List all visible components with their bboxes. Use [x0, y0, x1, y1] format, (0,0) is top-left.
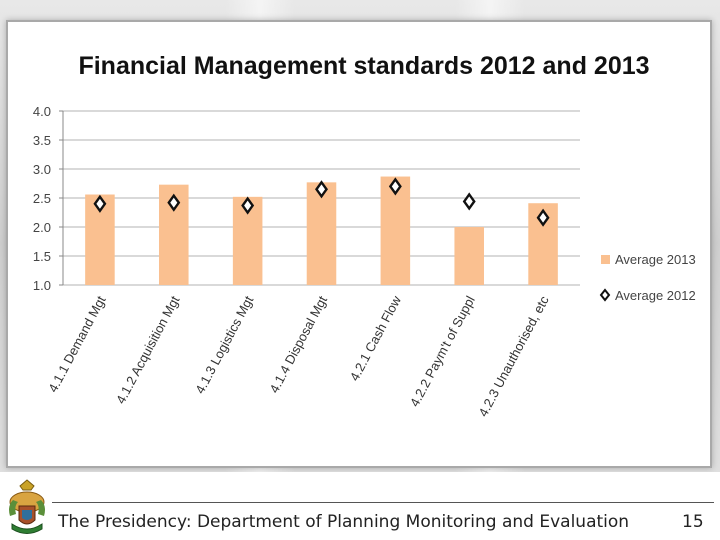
legend-label-2012: Average 2012 — [615, 288, 696, 303]
y-tick-label: 3.5 — [33, 133, 51, 148]
footer-divider — [52, 502, 714, 503]
slide-footer: The Presidency: Department of Planning M… — [0, 472, 720, 540]
y-tick-label: 2.5 — [33, 191, 51, 206]
x-category-label: 4.1.4 Disposal Mgt — [266, 293, 330, 395]
x-category-label: 4.2.1 Cash Flow — [347, 293, 405, 384]
marker-average-2012 — [462, 192, 476, 211]
page-number: 15 — [682, 512, 704, 532]
bar-average-2013 — [306, 182, 337, 285]
marker-average-2012 — [388, 177, 402, 196]
coat-of-arms-icon — [9, 479, 45, 534]
y-tick-label: 1.0 — [33, 278, 51, 293]
x-category-label: 4.2.3 Unauthorised, etc — [475, 293, 552, 419]
x-axis-categories: 4.1.1 Demand Mgt 4.1.2 Acquisition Mgt 4.1… — [45, 293, 552, 419]
x-category-label: 4.1.2 Acquisition Mgt — [113, 293, 183, 406]
legend-swatch-2013 — [601, 255, 610, 264]
marker-average-2012 — [93, 194, 107, 213]
footer-department-text: The Presidency: Department of Planning M… — [58, 512, 630, 532]
x-category-label: 4.1.1 Demand Mgt — [45, 293, 109, 395]
y-tick-label: 2.0 — [33, 220, 51, 235]
x-category-label: 4.2.2 Paym't of Suppl — [407, 293, 478, 409]
y-tick-label: 3.0 — [33, 162, 51, 177]
markers — [93, 177, 550, 227]
bar-chart: Financial Management standards 2012 and … — [33, 52, 696, 419]
legend-label-2013: Average 2013 — [615, 252, 696, 267]
y-tick-label: 4.0 — [33, 104, 51, 119]
marker-average-2012 — [315, 180, 328, 199]
marker-average-2012 — [536, 208, 550, 227]
y-axis-ticks: 1.0 1.5 2.0 2.5 3.0 3.5 4.0 — [33, 104, 51, 293]
chart-title: Financial Management standards 2012 and … — [78, 52, 649, 80]
marker-average-2012 — [241, 196, 255, 215]
marker-average-2012 — [167, 193, 181, 212]
bar-average-2013 — [454, 227, 484, 285]
x-category-label: 4.1.3 Logistics Mgt — [192, 293, 256, 396]
legend-marker-2012 — [599, 288, 611, 302]
chart-panel: Financial Management standards 2012 and … — [6, 20, 712, 468]
legend: Average 2013 Average 2012 — [599, 252, 696, 303]
bars — [85, 176, 558, 285]
y-tick-label: 1.5 — [33, 249, 51, 264]
